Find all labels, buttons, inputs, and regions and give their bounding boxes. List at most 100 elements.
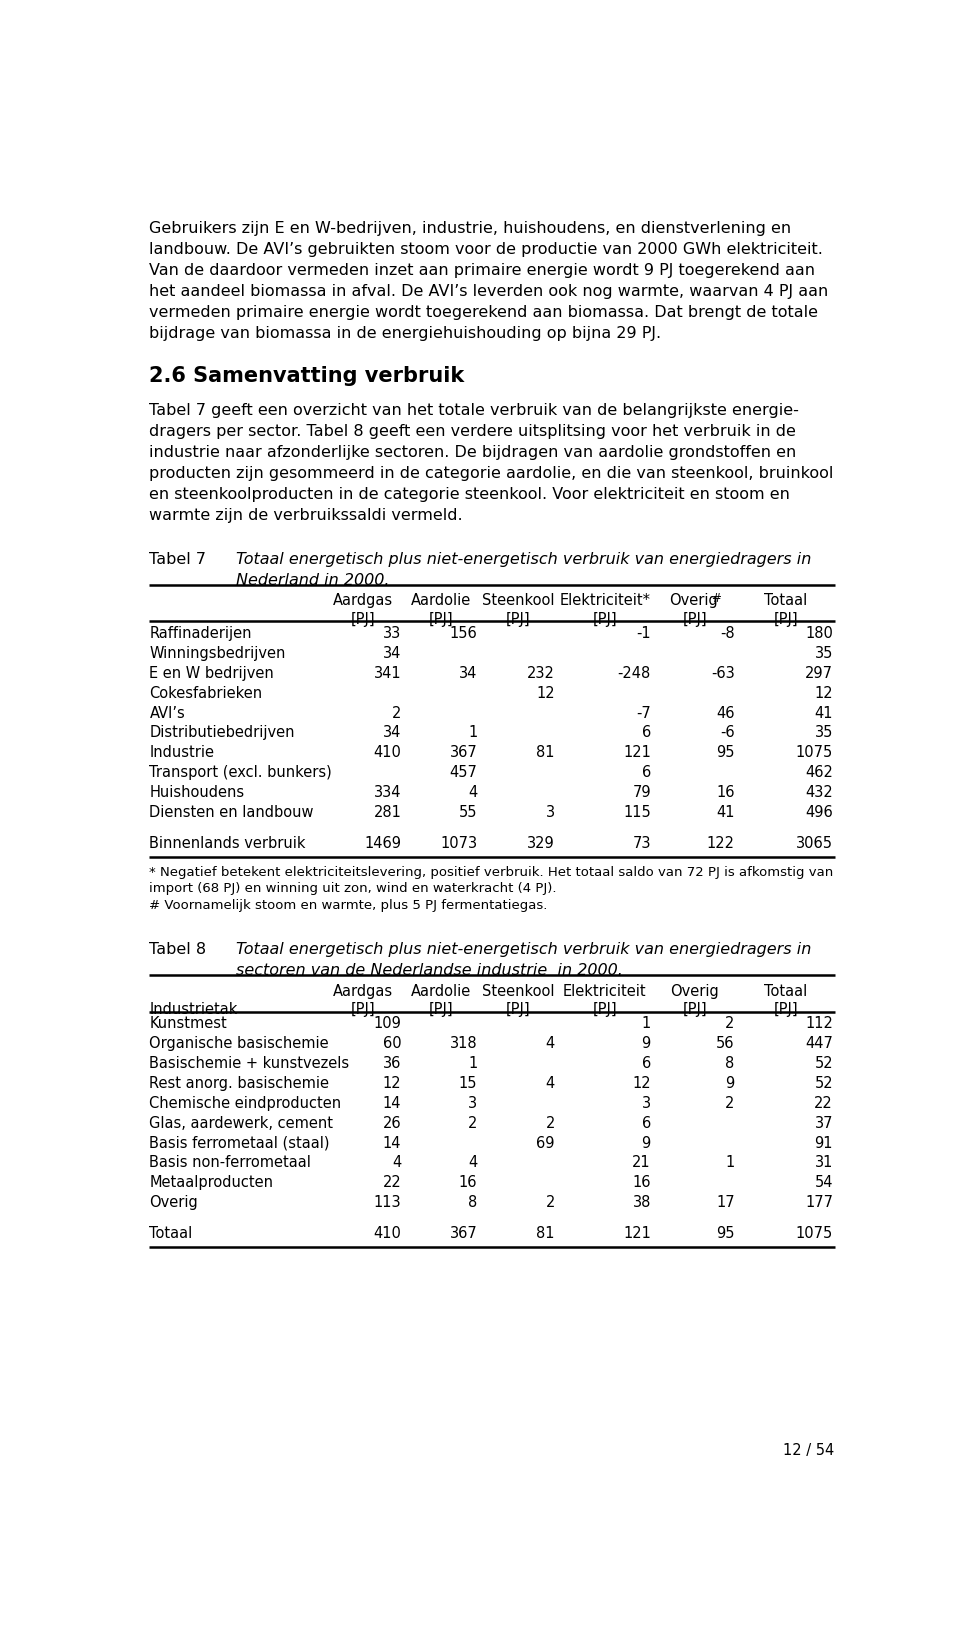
Text: -248: -248 xyxy=(617,665,651,680)
Text: warmte zijn de verbruikssaldi vermeld.: warmte zijn de verbruikssaldi vermeld. xyxy=(150,508,463,523)
Text: 4: 4 xyxy=(392,1155,401,1170)
Text: Totaal energetisch plus niet-energetisch verbruik van energiedragers in: Totaal energetisch plus niet-energetisch… xyxy=(236,552,811,567)
Text: 1: 1 xyxy=(641,1016,651,1031)
Text: Kunstmest: Kunstmest xyxy=(150,1016,228,1031)
Text: 1: 1 xyxy=(468,724,477,739)
Text: 281: 281 xyxy=(373,805,401,820)
Text: Binnenlands verbruik: Binnenlands verbruik xyxy=(150,836,306,851)
Text: 1073: 1073 xyxy=(440,836,477,851)
Text: [PJ]: [PJ] xyxy=(774,611,798,626)
Text: Industrie: Industrie xyxy=(150,744,214,760)
Text: AVI’s: AVI’s xyxy=(150,705,185,720)
Text: [PJ]: [PJ] xyxy=(774,1001,798,1016)
Text: 56: 56 xyxy=(716,1036,734,1051)
Text: -6: -6 xyxy=(720,724,734,739)
Text: 16: 16 xyxy=(459,1175,477,1190)
Text: 341: 341 xyxy=(373,665,401,680)
Text: #: # xyxy=(711,592,721,605)
Text: 462: 462 xyxy=(805,765,833,780)
Text: Rest anorg. basischemie: Rest anorg. basischemie xyxy=(150,1075,329,1090)
Text: Chemische eindproducten: Chemische eindproducten xyxy=(150,1095,342,1110)
Text: 3: 3 xyxy=(641,1095,651,1110)
Text: 297: 297 xyxy=(805,665,833,680)
Text: 55: 55 xyxy=(459,805,477,820)
Text: 4: 4 xyxy=(468,1155,477,1170)
Text: 35: 35 xyxy=(815,646,833,661)
Text: Nederland in 2000.: Nederland in 2000. xyxy=(236,572,390,588)
Text: 156: 156 xyxy=(449,626,477,641)
Text: en steenkoolproducten in de categorie steenkool. Voor elektriciteit en stoom en: en steenkoolproducten in de categorie st… xyxy=(150,487,790,502)
Text: 73: 73 xyxy=(633,836,651,851)
Text: 34: 34 xyxy=(383,646,401,661)
Text: 6: 6 xyxy=(641,724,651,739)
Text: 37: 37 xyxy=(814,1115,833,1129)
Text: import (68 PJ) en winning uit zon, wind en waterkracht (4 PJ).: import (68 PJ) en winning uit zon, wind … xyxy=(150,882,557,895)
Text: 3065: 3065 xyxy=(796,836,833,851)
Text: dragers per sector. Tabel 8 geeft een verdere uitsplitsing voor het verbruik in : dragers per sector. Tabel 8 geeft een ve… xyxy=(150,425,797,439)
Text: -1: -1 xyxy=(636,626,651,641)
Text: 177: 177 xyxy=(805,1195,833,1210)
Text: Glas, aardewerk, cement: Glas, aardewerk, cement xyxy=(150,1115,333,1129)
Text: Steenkool: Steenkool xyxy=(482,593,554,608)
Text: 41: 41 xyxy=(716,805,734,820)
Text: 6: 6 xyxy=(641,1056,651,1070)
Text: 109: 109 xyxy=(373,1016,401,1031)
Text: [PJ]: [PJ] xyxy=(592,1001,617,1016)
Text: sectoren van de Nederlandse industrie  in 2000.: sectoren van de Nederlandse industrie in… xyxy=(236,962,623,978)
Text: 34: 34 xyxy=(459,665,477,680)
Text: 2: 2 xyxy=(392,705,401,720)
Text: 60: 60 xyxy=(383,1036,401,1051)
Text: Diensten en landbouw: Diensten en landbouw xyxy=(150,805,314,820)
Text: 17: 17 xyxy=(716,1195,734,1210)
Text: 9: 9 xyxy=(726,1075,734,1090)
Text: Distributiebedrijven: Distributiebedrijven xyxy=(150,724,295,739)
Text: 12: 12 xyxy=(536,685,555,700)
Text: Basis non-ferrometaal: Basis non-ferrometaal xyxy=(150,1155,311,1170)
Text: 95: 95 xyxy=(716,1226,734,1241)
Text: 6: 6 xyxy=(641,765,651,780)
Text: Aardgas: Aardgas xyxy=(332,593,393,608)
Text: 334: 334 xyxy=(373,785,401,800)
Text: Raffinaderijen: Raffinaderijen xyxy=(150,626,252,641)
Text: Basis ferrometaal (staal): Basis ferrometaal (staal) xyxy=(150,1134,330,1151)
Text: 81: 81 xyxy=(537,744,555,760)
Text: 8: 8 xyxy=(726,1056,734,1070)
Text: 95: 95 xyxy=(716,744,734,760)
Text: 35: 35 xyxy=(815,724,833,739)
Text: Aardgas: Aardgas xyxy=(332,983,393,998)
Text: [PJ]: [PJ] xyxy=(683,1001,707,1016)
Text: 12: 12 xyxy=(633,1075,651,1090)
Text: 15: 15 xyxy=(459,1075,477,1090)
Text: -7: -7 xyxy=(636,705,651,720)
Text: 14: 14 xyxy=(383,1134,401,1151)
Text: 6: 6 xyxy=(641,1115,651,1129)
Text: 121: 121 xyxy=(623,1226,651,1241)
Text: 1: 1 xyxy=(726,1155,734,1170)
Text: 122: 122 xyxy=(707,836,734,851)
Text: Overig: Overig xyxy=(670,983,719,998)
Text: Overig: Overig xyxy=(150,1195,198,1210)
Text: 112: 112 xyxy=(805,1016,833,1031)
Text: 26: 26 xyxy=(383,1115,401,1129)
Text: 12: 12 xyxy=(814,685,833,700)
Text: Cokesfabrieken: Cokesfabrieken xyxy=(150,685,263,700)
Text: 79: 79 xyxy=(633,785,651,800)
Text: Van de daardoor vermeden inzet aan primaire energie wordt 9 PJ toegerekend aan: Van de daardoor vermeden inzet aan prima… xyxy=(150,264,815,279)
Text: 12: 12 xyxy=(383,1075,401,1090)
Text: 38: 38 xyxy=(633,1195,651,1210)
Text: Organische basischemie: Organische basischemie xyxy=(150,1036,329,1051)
Text: 2: 2 xyxy=(545,1195,555,1210)
Text: 432: 432 xyxy=(805,785,833,800)
Text: 81: 81 xyxy=(537,1226,555,1241)
Text: 4: 4 xyxy=(545,1075,555,1090)
Text: Winningsbedrijven: Winningsbedrijven xyxy=(150,646,286,661)
Text: Tabel 7 geeft een overzicht van het totale verbruik van de belangrijkste energie: Tabel 7 geeft een overzicht van het tota… xyxy=(150,403,800,418)
Text: 31: 31 xyxy=(815,1155,833,1170)
Text: 2: 2 xyxy=(725,1016,734,1031)
Text: Totaal energetisch plus niet-energetisch verbruik van energiedragers in: Totaal energetisch plus niet-energetisch… xyxy=(236,942,811,957)
Text: 54: 54 xyxy=(814,1175,833,1190)
Text: Elektriciteit: Elektriciteit xyxy=(563,983,647,998)
Text: 22: 22 xyxy=(814,1095,833,1110)
Text: 115: 115 xyxy=(623,805,651,820)
Text: het aandeel biomassa in afval. De AVI’s leverden ook nog warmte, waarvan 4 PJ aa: het aandeel biomassa in afval. De AVI’s … xyxy=(150,284,828,298)
